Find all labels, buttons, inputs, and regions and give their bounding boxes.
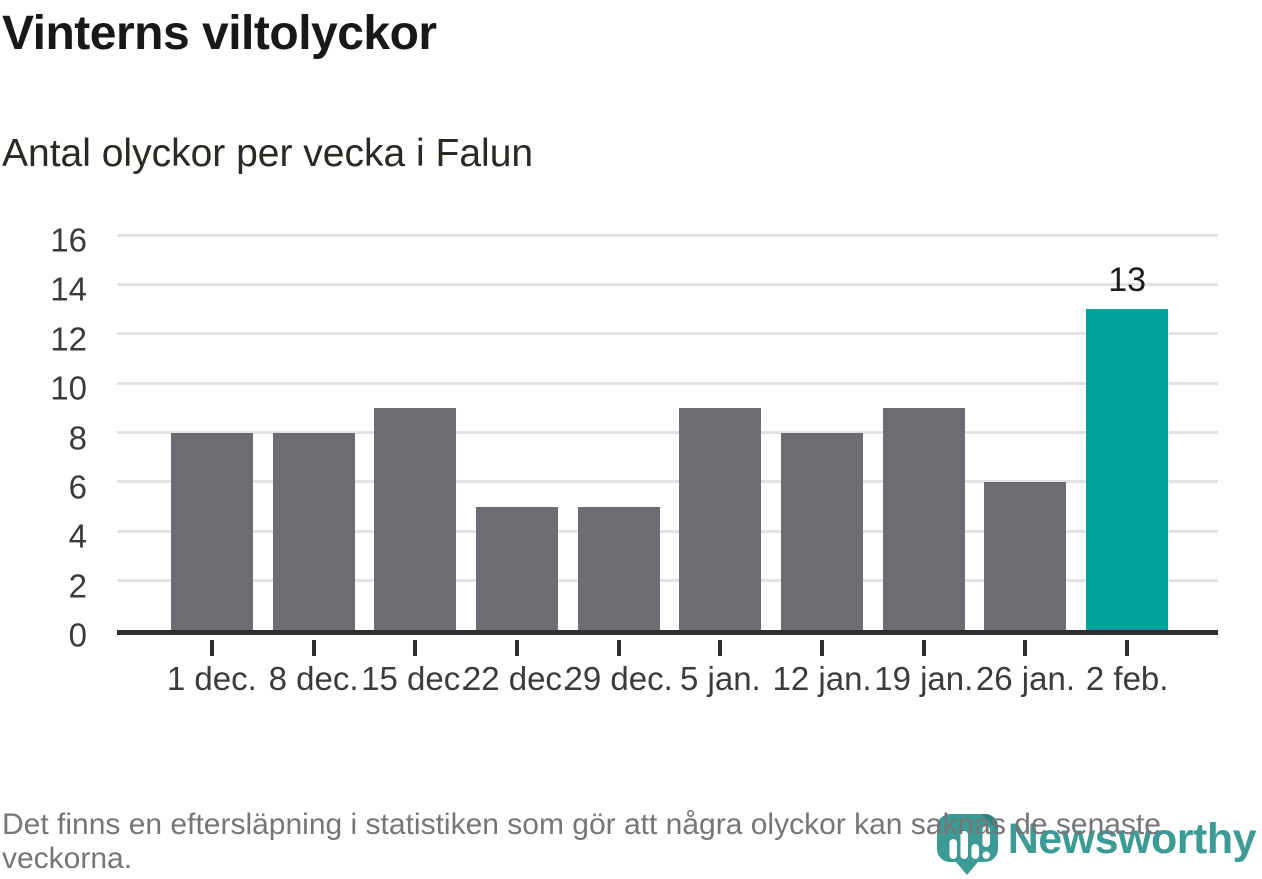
x-tick-label: 8 dec. <box>268 660 359 697</box>
x-tick-slot <box>364 640 466 656</box>
x-tick-slot <box>771 640 873 656</box>
bar-slot <box>263 240 365 630</box>
x-tick-label: 1 dec. <box>166 660 257 697</box>
x-tick <box>514 640 519 656</box>
bar <box>882 407 965 630</box>
bar-slot <box>670 240 772 630</box>
bar <box>984 481 1067 630</box>
gridline <box>117 579 1218 583</box>
chart-title: Vinterns viltolyckor <box>2 7 437 60</box>
x-tick-label: 12 jan. <box>772 660 872 697</box>
x-tick-label: 29 dec. <box>564 660 673 697</box>
newsworthy-marker-icon <box>936 814 998 875</box>
x-tick <box>209 640 214 656</box>
y-axis: 0 2 4 6 8 10 12 14 16 <box>0 224 105 652</box>
x-ticks <box>117 640 1218 656</box>
x-label-slot: 1 dec. <box>161 662 263 695</box>
y-tick-label: 14 <box>50 270 87 308</box>
x-tick-slot <box>466 640 568 656</box>
gridline <box>117 282 1218 286</box>
x-label-slot: 8 dec. <box>263 662 365 695</box>
x-label-slot: 12 jan. <box>771 662 873 695</box>
gridline <box>117 381 1218 385</box>
newsworthy-wordmark: Newsworthy <box>1007 814 1257 863</box>
bar <box>170 432 253 630</box>
x-axis: 1 dec. 8 dec. 15 dec. 22 dec. 29 dec. 5 jan. 1… <box>117 662 1218 695</box>
x-tick-slot <box>161 640 263 656</box>
x-tick-slot <box>568 640 670 656</box>
x-tick-label: 26 jan. <box>975 660 1076 697</box>
bar <box>374 407 457 630</box>
x-tick <box>311 640 316 656</box>
y-tick-label: 2 <box>68 567 87 605</box>
gridline <box>117 529 1218 533</box>
y-tick-label: 4 <box>68 517 87 555</box>
bar <box>272 432 355 630</box>
x-tick <box>1023 640 1028 656</box>
x-label-slot: 15 dec. <box>361 660 470 697</box>
bar-slot <box>364 240 466 630</box>
y-tick-label: 8 <box>68 419 87 456</box>
x-label-slot: 22 dec. <box>462 660 572 697</box>
x-tick-label: 5 jan. <box>680 660 761 697</box>
bar-chart: 0 2 4 6 8 10 12 14 16 13 1 dec. 8 dec. 15 dec. 22 d… <box>0 224 1262 705</box>
x-tick <box>1125 640 1130 656</box>
x-tick <box>616 640 621 656</box>
bar-slot <box>771 240 873 630</box>
y-tick-label: 12 <box>50 320 87 358</box>
bar <box>679 407 762 630</box>
bar-slot <box>161 240 263 630</box>
x-tick-slot <box>1076 640 1178 656</box>
x-label-slot: 2 feb. <box>1076 662 1178 695</box>
x-tick-slot <box>263 640 365 656</box>
gridline <box>117 332 1218 336</box>
y-tick-label: 10 <box>50 369 87 407</box>
x-tick <box>820 640 825 656</box>
y-tick-label: 0 <box>68 616 87 654</box>
x-tick-label: 22 dec. <box>462 660 572 697</box>
chart-subtitle: Antal olyckor per vecka i Falun <box>2 132 534 175</box>
gridline <box>117 431 1218 434</box>
x-tick-slot <box>670 640 772 656</box>
x-tick <box>921 640 926 656</box>
x-label-slot: 5 jan. <box>670 662 772 695</box>
bar <box>577 506 660 630</box>
gridline <box>117 480 1218 484</box>
x-label-slot: 29 dec. <box>564 660 673 697</box>
gridline <box>117 233 1218 237</box>
x-tick <box>718 640 723 656</box>
y-tick-label: 6 <box>68 468 87 506</box>
plot-area: 13 <box>117 233 1218 635</box>
x-tick-slot <box>975 640 1077 656</box>
x-tick-slot <box>873 640 975 656</box>
bars-container: 13 <box>117 240 1218 630</box>
bar-slot <box>568 240 670 630</box>
x-tick <box>413 640 418 656</box>
bar-slot <box>873 240 975 630</box>
bar-slot: 13 <box>1076 240 1178 630</box>
bar <box>475 506 558 630</box>
bar-slot <box>975 240 1077 630</box>
newsworthy-logo: Newsworthy <box>936 813 1257 875</box>
y-tick-label: 16 <box>50 221 87 259</box>
x-tick-label: 2 feb. <box>1085 660 1169 697</box>
x-tick-label: 19 jan. <box>874 660 974 697</box>
bar-value-label: 13 <box>1108 261 1147 300</box>
bar <box>781 432 864 630</box>
x-tick-label: 15 dec. <box>361 660 470 697</box>
bar-highlighted <box>1086 309 1169 630</box>
footnote: Det finns en eftersläpning i statistiken… <box>2 808 1161 875</box>
x-label-slot: 26 jan. <box>975 662 1077 695</box>
x-label-slot: 19 jan. <box>873 662 975 695</box>
bar-slot <box>466 240 568 630</box>
